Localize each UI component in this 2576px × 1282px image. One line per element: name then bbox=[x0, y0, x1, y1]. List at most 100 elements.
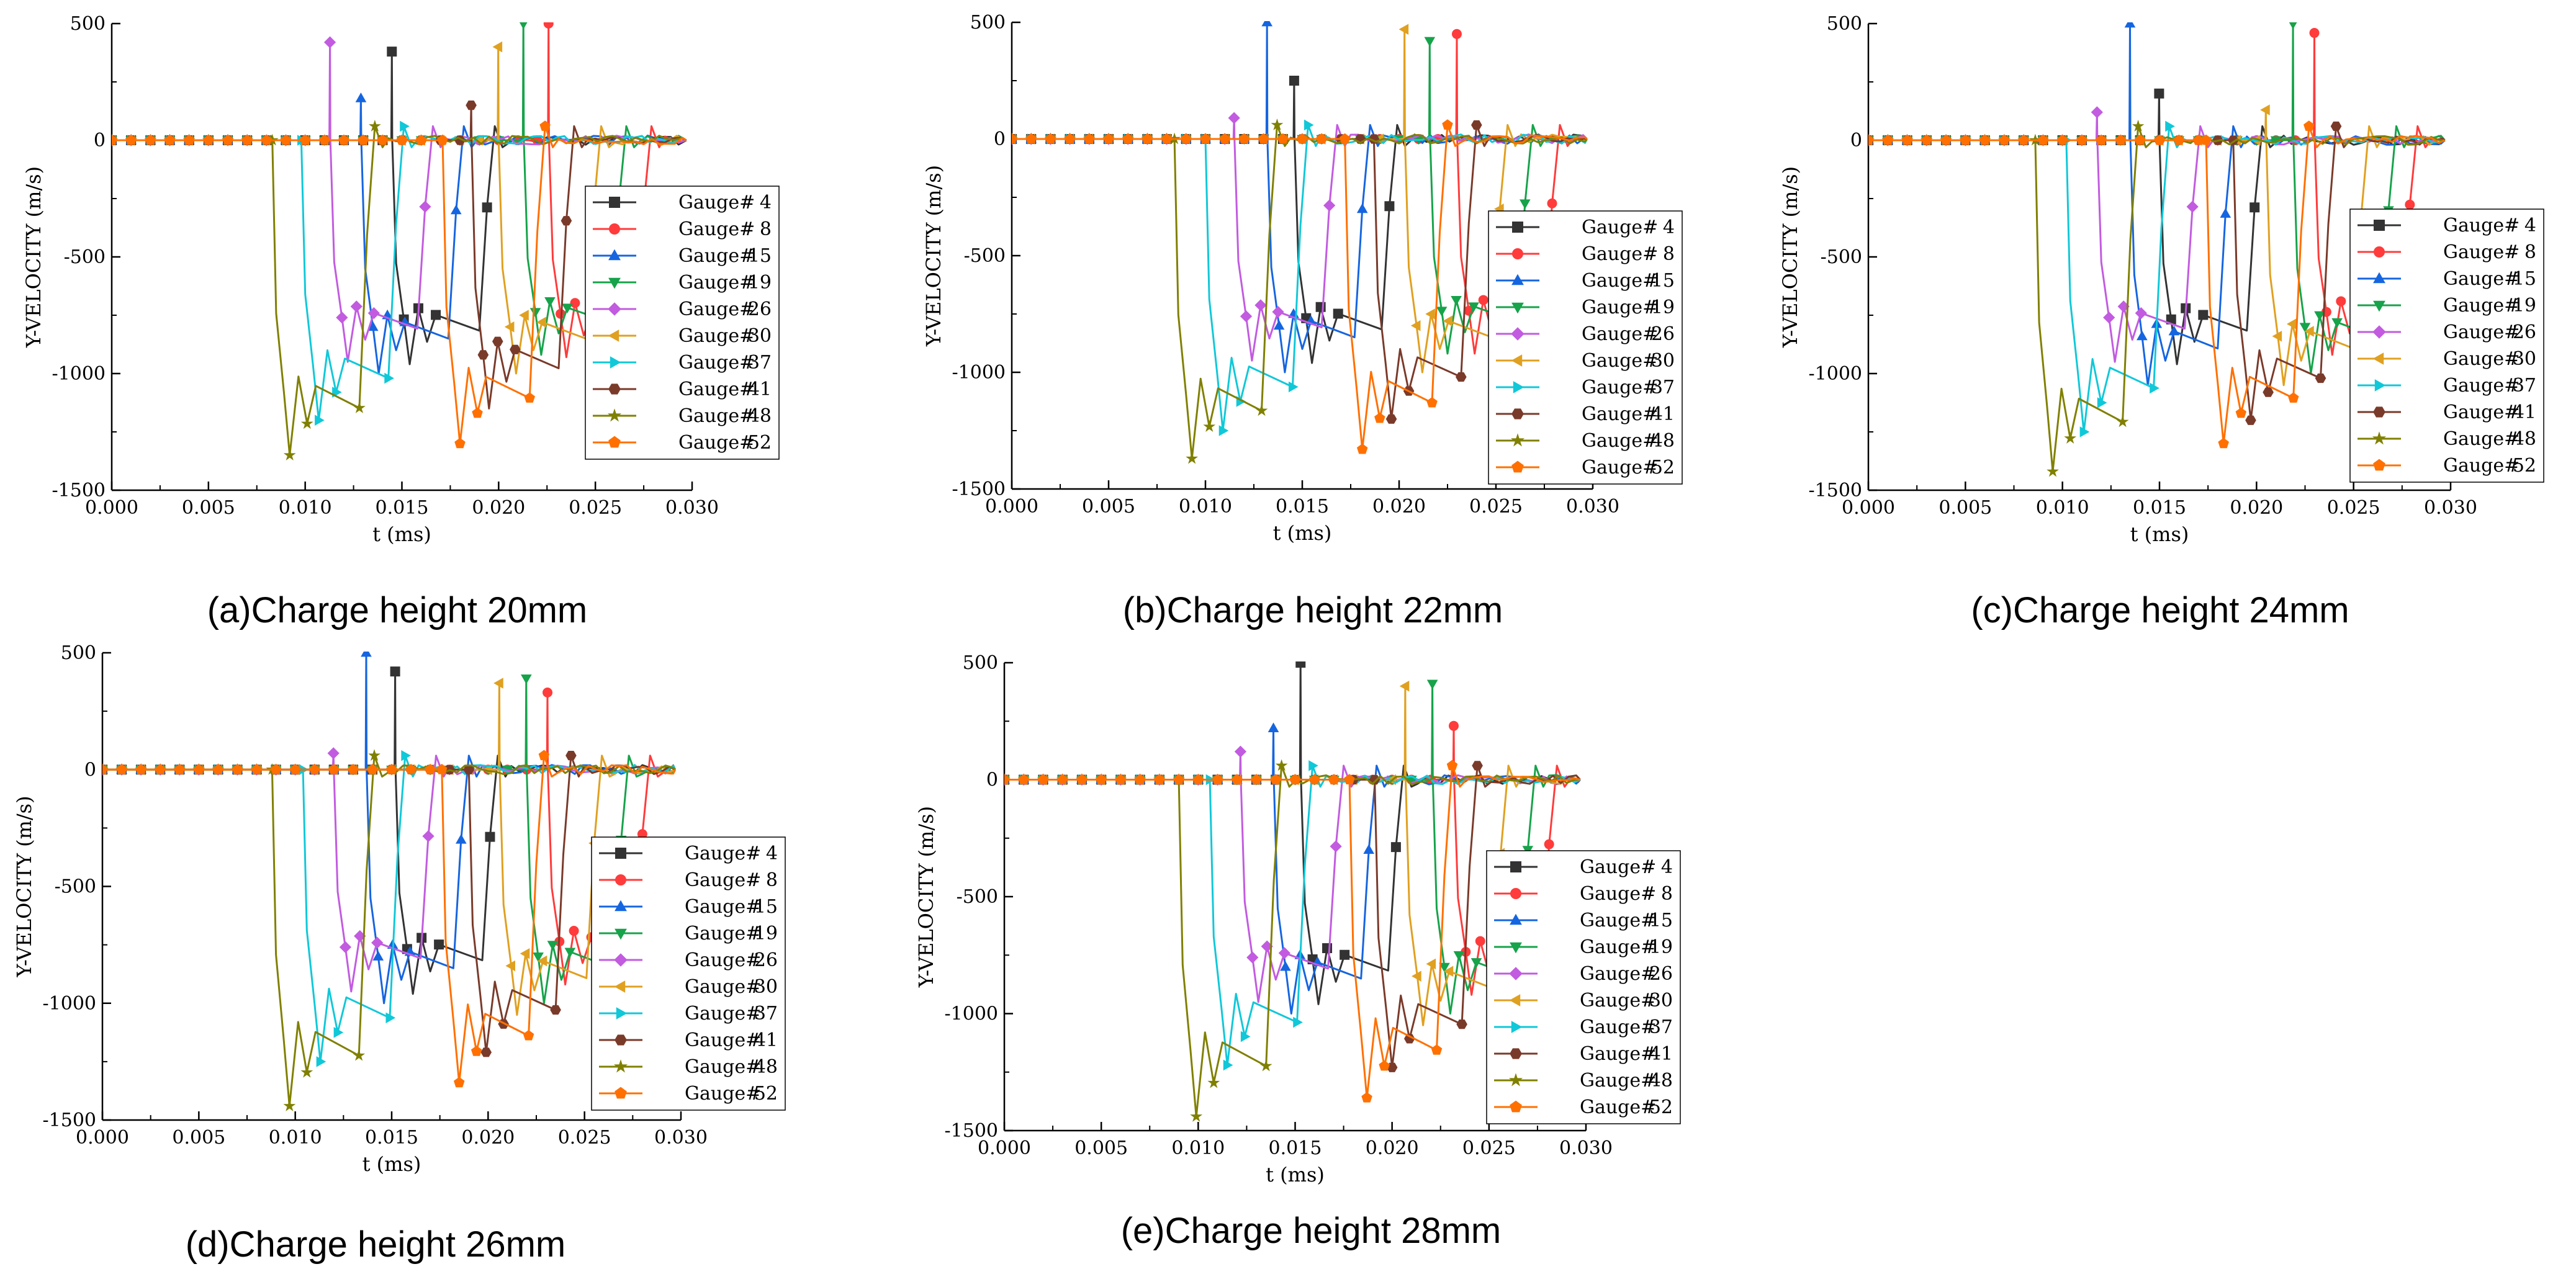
series-marker bbox=[405, 764, 417, 774]
series-marker bbox=[434, 939, 444, 950]
series-marker bbox=[1025, 133, 1037, 144]
series-marker bbox=[1064, 133, 1076, 144]
series-marker bbox=[1960, 134, 1971, 145]
series-marker bbox=[1443, 315, 1452, 327]
series-marker bbox=[300, 1065, 313, 1078]
series-line-gauge-19 bbox=[102, 677, 677, 1005]
legend-marker bbox=[2374, 220, 2385, 231]
legend-label: Gauge# bbox=[1582, 297, 1658, 318]
series-marker bbox=[400, 120, 410, 132]
legend-label: Gauge# bbox=[1580, 963, 1656, 985]
series-marker bbox=[1056, 774, 1068, 784]
legend-label-number: 4 bbox=[766, 843, 778, 864]
series-marker bbox=[102, 764, 108, 774]
legend-marker bbox=[614, 980, 626, 993]
series-marker bbox=[316, 1056, 327, 1067]
legend-label-number: 41 bbox=[2513, 401, 2536, 423]
series-marker bbox=[1384, 201, 1395, 212]
series-marker bbox=[504, 321, 515, 333]
legend-marker bbox=[607, 408, 622, 422]
series-marker bbox=[523, 1029, 534, 1041]
series-marker bbox=[1200, 133, 1211, 144]
legend-label: Gauge# bbox=[678, 325, 755, 347]
legend-marker bbox=[615, 1034, 627, 1046]
legend-marker bbox=[608, 277, 621, 289]
legend-label-number: 4 bbox=[2524, 215, 2536, 236]
series-marker bbox=[164, 134, 176, 145]
legend-marker bbox=[2374, 246, 2385, 258]
legend-label-number: 4 bbox=[1663, 217, 1675, 238]
legend-label-number: 30 bbox=[754, 976, 778, 998]
series-marker bbox=[1439, 962, 1450, 973]
series-marker bbox=[1379, 1060, 1390, 1071]
legend-marker bbox=[2373, 459, 2385, 471]
series-marker bbox=[2287, 392, 2299, 403]
chart-panel-3: 0.000 0.005 0.010 0.015 0.020 0.025 0.030 500 0 -… bbox=[1778, 13, 2544, 630]
series-marker bbox=[1426, 679, 1438, 690]
legend-marker bbox=[615, 900, 627, 912]
series-marker bbox=[1468, 302, 1479, 313]
series-marker bbox=[2154, 88, 2164, 99]
series-marker bbox=[1234, 745, 1247, 758]
series-marker bbox=[2076, 134, 2087, 145]
series-marker bbox=[2116, 415, 2129, 428]
y-tick-label: -1000 bbox=[945, 1003, 998, 1025]
series-marker bbox=[543, 688, 553, 698]
legend-marker bbox=[1509, 967, 1523, 980]
series-marker bbox=[1426, 958, 1436, 970]
series-marker bbox=[1478, 295, 1488, 305]
x-axis-label: t (ms) bbox=[2130, 522, 2189, 546]
series-line-gauge-41 bbox=[112, 104, 687, 410]
y-tick-label: -1500 bbox=[952, 478, 1006, 500]
legend-label: Gauge# bbox=[1580, 1070, 1656, 1091]
y-tick-label: 500 bbox=[61, 642, 96, 664]
series-marker bbox=[261, 134, 272, 145]
series-marker bbox=[492, 41, 503, 53]
series-marker bbox=[112, 134, 117, 145]
series-marker bbox=[1190, 1109, 1203, 1122]
legend-marker bbox=[2374, 379, 2386, 392]
series-marker bbox=[1446, 760, 1458, 771]
series-marker bbox=[564, 948, 576, 958]
series-marker bbox=[2192, 134, 2204, 145]
series-marker bbox=[1142, 133, 1153, 144]
x-tick-label: 0.025 bbox=[558, 1127, 611, 1149]
series-marker bbox=[2314, 311, 2325, 321]
y-tick-label: 0 bbox=[84, 759, 96, 781]
series-marker bbox=[454, 437, 466, 449]
series-marker bbox=[1186, 452, 1199, 464]
series-marker bbox=[1289, 774, 1301, 784]
y-tick-label: -1000 bbox=[1809, 363, 1862, 385]
series-marker bbox=[422, 830, 435, 843]
legend-marker bbox=[1510, 888, 1521, 899]
series-marker bbox=[300, 417, 313, 429]
legend-marker bbox=[2373, 300, 2385, 312]
y-tick-label: 0 bbox=[994, 128, 1006, 150]
series-marker bbox=[1277, 133, 1289, 144]
series-line-gauge-8 bbox=[102, 691, 676, 986]
series-marker bbox=[241, 134, 253, 145]
series-marker bbox=[145, 134, 156, 145]
series-marker bbox=[361, 652, 372, 657]
series-marker bbox=[1323, 199, 1336, 212]
legend-label-number: 30 bbox=[1651, 350, 1675, 372]
legend-marker bbox=[608, 383, 621, 395]
x-tick-label: 0.025 bbox=[569, 497, 622, 519]
legend-label-number: 48 bbox=[754, 1056, 778, 1078]
series-marker bbox=[368, 120, 381, 132]
series-marker bbox=[377, 134, 389, 145]
legend-label-number: 19 bbox=[754, 923, 778, 944]
legend-label-number: 8 bbox=[766, 869, 778, 891]
series-marker bbox=[1218, 425, 1229, 436]
y-tick-label: -1000 bbox=[52, 363, 106, 385]
series-marker bbox=[1374, 412, 1385, 423]
legend-label-number: 37 bbox=[2513, 375, 2536, 397]
series-marker bbox=[2331, 318, 2343, 328]
series-marker bbox=[1330, 840, 1342, 853]
series-marker bbox=[565, 751, 577, 761]
series-marker bbox=[328, 764, 340, 774]
series-marker bbox=[283, 449, 296, 461]
